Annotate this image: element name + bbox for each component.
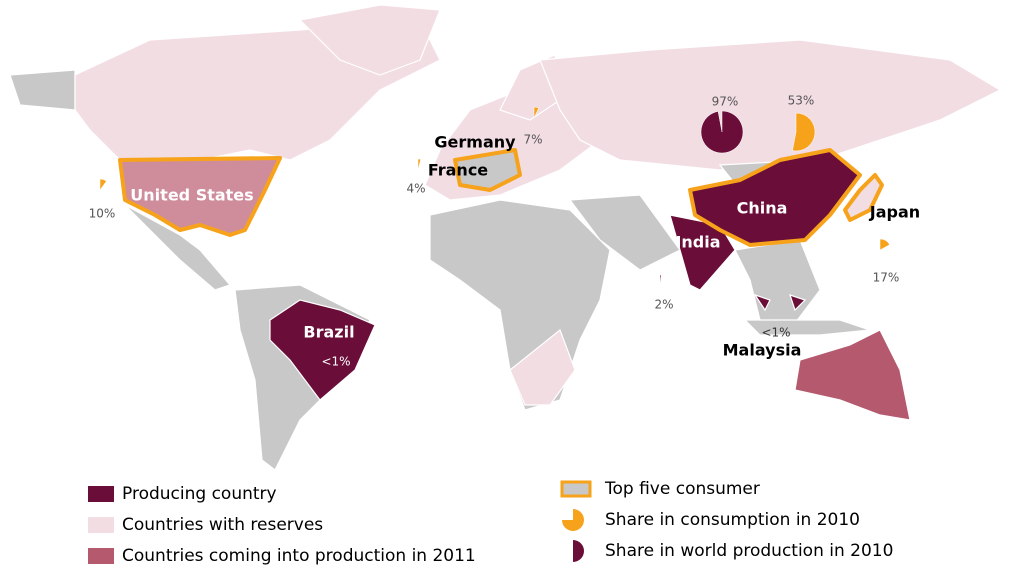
pie-label: 4% bbox=[406, 182, 425, 196]
pie-wedge bbox=[659, 274, 662, 286]
country-label: United States bbox=[130, 186, 253, 205]
legend-swatch bbox=[562, 509, 584, 531]
pie-wedge bbox=[792, 112, 816, 152]
note-label: <1% bbox=[321, 355, 350, 369]
legend-swatch bbox=[560, 480, 592, 498]
legend-swatch bbox=[88, 486, 114, 502]
land bbox=[9, 4, 1002, 471]
pie-label: 53% bbox=[788, 94, 815, 108]
pie-label: 97% bbox=[712, 95, 739, 109]
legend-swatch bbox=[88, 548, 114, 564]
pie-label: 17% bbox=[873, 271, 900, 285]
country-label: Brazil bbox=[303, 323, 354, 342]
pie-wedge bbox=[700, 110, 744, 154]
country-label: Japan bbox=[869, 203, 920, 222]
legend-label: Countries coming into production in 2011 bbox=[122, 546, 476, 566]
legend-label: Top five consumer bbox=[604, 479, 760, 499]
pie-wedge bbox=[533, 106, 540, 119]
country-label: France bbox=[428, 161, 488, 180]
legend-swatch bbox=[88, 517, 114, 533]
pie-wedge bbox=[99, 178, 107, 191]
country-label: China bbox=[737, 199, 788, 218]
country-label: Malaysia bbox=[723, 341, 802, 360]
pie-label: 10% bbox=[89, 207, 116, 221]
pie-label: 2% bbox=[654, 298, 673, 312]
pie-label: 7% bbox=[523, 133, 542, 147]
pie-wedge bbox=[417, 158, 422, 171]
legend-label: Producing country bbox=[122, 484, 277, 504]
country-label: India bbox=[675, 233, 720, 252]
note-label: <1% bbox=[761, 326, 790, 340]
legend-label: Share in consumption in 2010 bbox=[605, 510, 860, 530]
pie-wedge bbox=[879, 238, 890, 251]
legend-swatch bbox=[573, 540, 584, 562]
legend-label: Countries with reserves bbox=[122, 515, 323, 535]
legend-label: Share in world production in 2010 bbox=[605, 541, 893, 561]
country-label: Germany bbox=[434, 133, 516, 152]
